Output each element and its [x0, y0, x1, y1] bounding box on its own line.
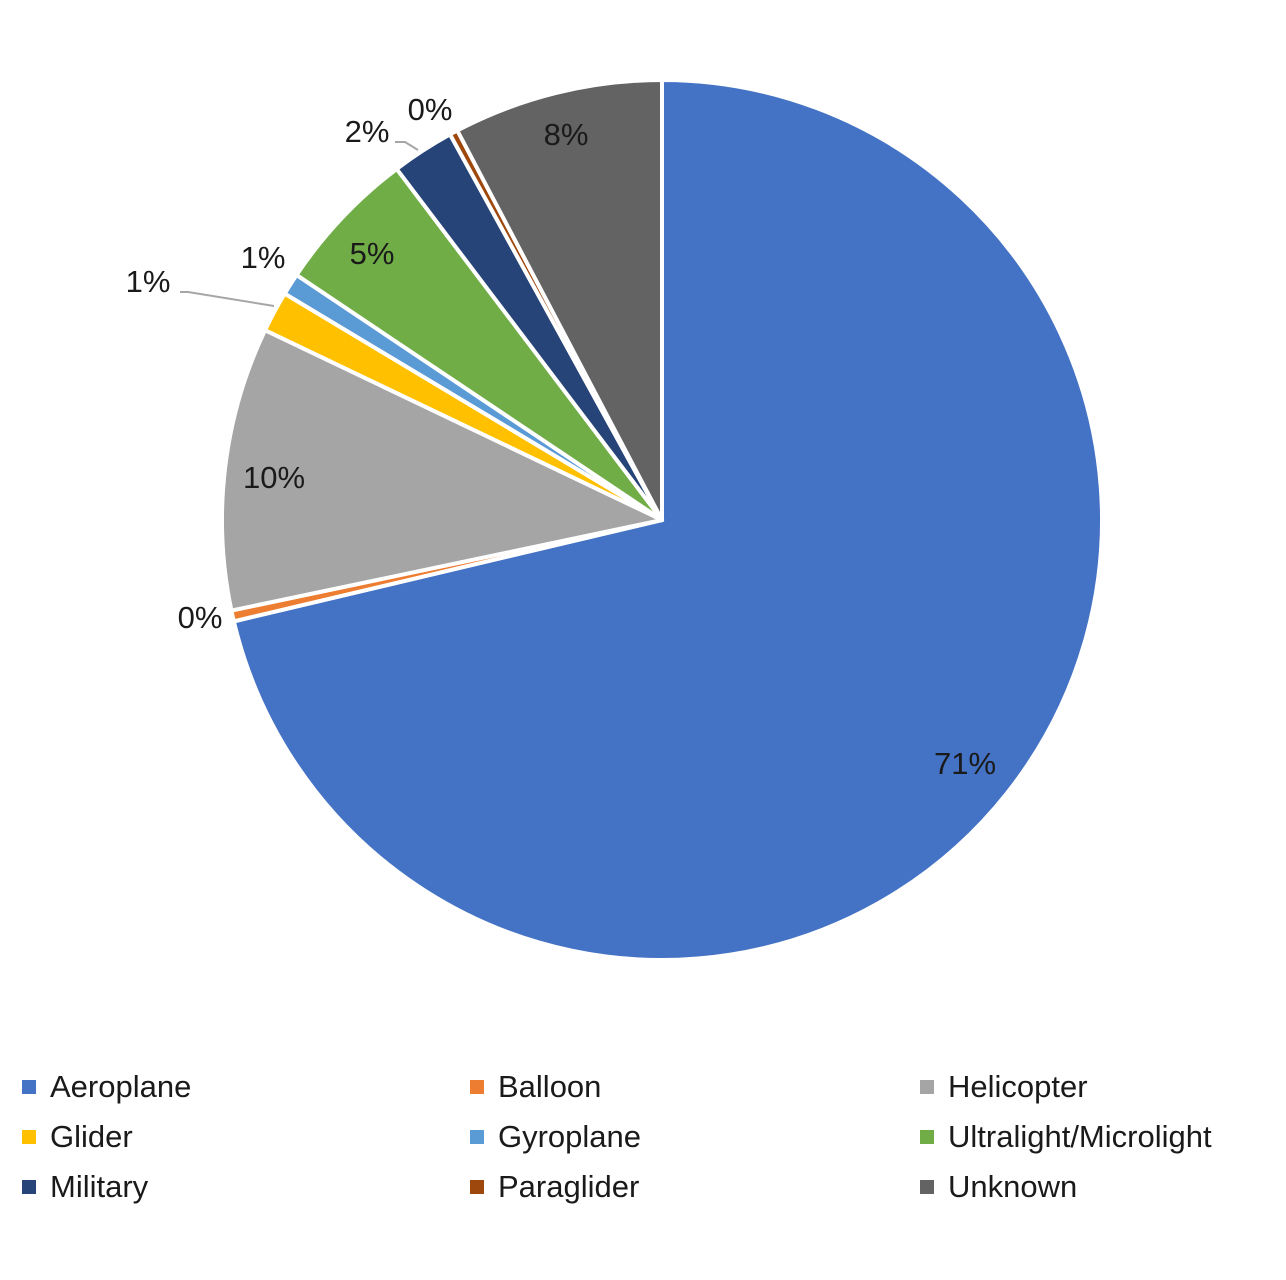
legend-item-unknown: Unknown — [920, 1168, 1272, 1206]
data-label-paraglider: 0% — [408, 92, 453, 127]
pie-chart: 71% 0% 10% 1% 1% 5% 2% 0% 8% — [126, 78, 1104, 962]
legend-label-helicopter: Helicopter — [948, 1069, 1088, 1104]
slice-unknown — [455, 78, 664, 522]
data-label-unknown: 8% — [544, 117, 589, 152]
leader-lines — [180, 141, 419, 307]
leader-line-glider — [180, 291, 275, 307]
legend-label-paraglider: Paraglider — [498, 1169, 640, 1204]
data-label-military: 2% — [345, 114, 390, 149]
pie-slices — [220, 78, 1104, 962]
legend-label-military: Military — [50, 1169, 149, 1204]
slice-helicopter — [220, 328, 664, 613]
data-label-aeroplane: 71% — [934, 746, 996, 781]
legend-item-ultralight-microlight: Ultralight/Microlight — [920, 1118, 1272, 1156]
legend-label-balloon: Balloon — [498, 1069, 602, 1104]
legend-item-military: Military — [22, 1168, 470, 1206]
leader-line-military — [395, 141, 419, 151]
legend-item-helicopter: Helicopter — [920, 1068, 1272, 1106]
legend-swatch-military — [22, 1180, 36, 1194]
legend-swatch-helicopter — [920, 1080, 934, 1094]
data-label-ultralight-microlight: 5% — [350, 236, 395, 271]
legend-item-aeroplane: Aeroplane — [22, 1068, 470, 1106]
data-label-balloon: 0% — [178, 600, 223, 635]
slice-aeroplane — [231, 78, 1104, 962]
legend-swatch-paraglider — [470, 1180, 484, 1194]
legend-label-unknown: Unknown — [948, 1169, 1078, 1204]
legend-swatch-aeroplane — [22, 1080, 36, 1094]
data-label-gyroplane: 1% — [241, 240, 286, 275]
legend-swatch-gyroplane — [470, 1130, 484, 1144]
data-labels: 71% 0% 10% 1% 1% 5% 2% 0% 8% — [126, 92, 996, 781]
legend-label-gyroplane: Gyroplane — [498, 1119, 642, 1154]
legend-swatch-ultralight-microlight — [920, 1130, 934, 1144]
data-label-helicopter: 10% — [243, 460, 305, 495]
legend-label-glider: Glider — [50, 1119, 133, 1154]
legend-item-glider: Glider — [22, 1118, 470, 1156]
legend-swatch-balloon — [470, 1080, 484, 1094]
legend: Aeroplane Balloon Helicopter Glider Gyroplan… — [22, 1068, 1272, 1206]
legend-swatch-unknown — [920, 1180, 934, 1194]
legend-item-paraglider: Paraglider — [470, 1168, 920, 1206]
legend-swatch-glider — [22, 1130, 36, 1144]
legend-item-gyroplane: Gyroplane — [470, 1118, 920, 1156]
legend-label-aeroplane: Aeroplane — [50, 1069, 192, 1104]
legend-label-ultralight-microlight: Ultralight/Microlight — [948, 1119, 1212, 1154]
legend-item-balloon: Balloon — [470, 1068, 920, 1106]
slice-ultralight-microlight — [294, 166, 664, 522]
data-label-glider: 1% — [126, 264, 171, 299]
